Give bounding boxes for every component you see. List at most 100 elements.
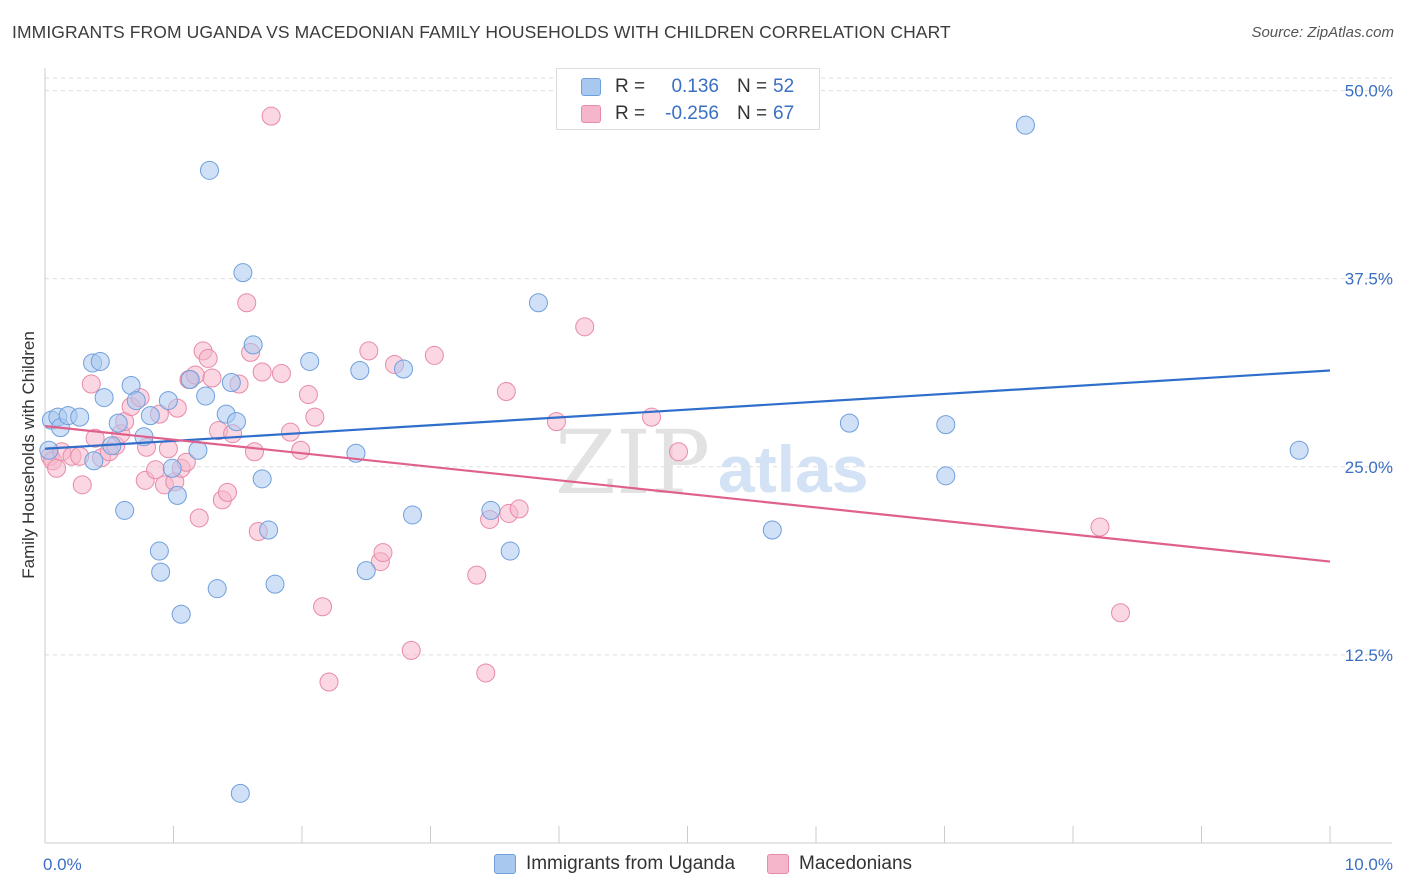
legend-r-label: R = [615, 76, 646, 97]
macedonians-point[interactable] [669, 442, 689, 462]
uganda-point[interactable] [226, 412, 246, 432]
legend-swatch-uganda [581, 78, 601, 96]
grid-lines [45, 77, 1392, 656]
uganda-point[interactable] [936, 466, 956, 486]
watermark-zip: ZIP [555, 411, 710, 514]
tick-labels: 12.5% 25.0% 37.5% 50.0% 0.0% 10.0% [43, 82, 1393, 874]
uganda-point[interactable] [936, 415, 956, 435]
macedonians-point[interactable] [271, 363, 291, 383]
correlation-legend: R = 0.136 N = 52 R = -0.256 N = 67 [556, 68, 820, 130]
trend-lines [44, 369, 1331, 563]
macedonians-point[interactable] [202, 368, 222, 388]
series-legend: Immigrants from Uganda Macedonians [0, 851, 1406, 877]
uganda-point[interactable] [140, 406, 160, 426]
macedonians-point[interactable] [198, 348, 218, 368]
macedonians-point[interactable] [47, 458, 67, 478]
macedonians-point[interactable] [319, 672, 339, 692]
uganda-trend-line [44, 369, 1331, 450]
macedonians-point[interactable] [217, 482, 237, 502]
uganda-point[interactable] [1015, 115, 1035, 135]
y-tick-label: 50.0% [1345, 82, 1393, 101]
x-tick-label: 0.0% [43, 855, 82, 874]
uganda-point[interactable] [180, 370, 200, 390]
uganda-point[interactable] [528, 293, 548, 313]
uganda-point[interactable] [167, 485, 187, 505]
uganda-point[interactable] [300, 351, 320, 371]
series-swatch-uganda [493, 854, 516, 874]
uganda-point[interactable] [243, 335, 263, 355]
macedonians-point[interactable] [237, 293, 257, 313]
x-tick-label: 10.0% [1345, 855, 1393, 874]
uganda-point[interactable] [230, 783, 250, 803]
macedonians-point[interactable] [261, 106, 281, 126]
macedonians-point[interactable] [280, 422, 300, 442]
macedonians-point[interactable] [496, 382, 516, 402]
macedonians-point[interactable] [359, 341, 379, 361]
uganda-point[interactable] [39, 440, 59, 460]
macedonians-point[interactable] [72, 475, 92, 495]
macedonians-point[interactable] [189, 508, 209, 528]
macedonians-point[interactable] [476, 663, 496, 683]
macedonians-point[interactable] [81, 374, 101, 394]
macedonians-point[interactable] [313, 597, 333, 617]
uganda-point[interactable] [90, 351, 110, 371]
uganda-point[interactable] [196, 386, 216, 406]
chart-title: IMMIGRANTS FROM UGANDA VS MACEDONIAN FAM… [12, 22, 951, 42]
uganda-point[interactable] [84, 451, 104, 471]
legend-row-uganda: R = 0.136 N = 52 [581, 74, 803, 100]
uganda-point[interactable] [394, 359, 414, 379]
uganda-point[interactable] [126, 391, 146, 411]
macedonians-point[interactable] [305, 407, 325, 427]
uganda-point[interactable] [171, 604, 191, 624]
macedonians-point[interactable] [373, 543, 393, 563]
uganda-point[interactable] [162, 458, 182, 478]
macedonians-point[interactable] [546, 412, 566, 432]
uganda-point[interactable] [207, 579, 227, 599]
uganda-point[interactable] [403, 505, 423, 525]
legend-n-value-uganda: 52 [773, 76, 795, 97]
uganda-point[interactable] [259, 520, 279, 540]
uganda-point[interactable] [158, 391, 178, 411]
legend-n-label: N = [737, 76, 768, 97]
uganda-point[interactable] [762, 520, 782, 540]
macedonians-trend-line [44, 425, 1331, 563]
legend-r-label: R = [615, 103, 646, 124]
uganda-point[interactable] [115, 500, 135, 520]
uganda-point[interactable] [265, 574, 285, 594]
uganda-point[interactable] [70, 407, 90, 427]
macedonians-point[interactable] [1111, 603, 1131, 623]
series-legend-macedonians[interactable]: Macedonians [767, 853, 912, 875]
macedonians-point[interactable] [252, 362, 272, 382]
uganda-point[interactable] [252, 469, 272, 489]
macedonians-point[interactable] [291, 440, 311, 460]
macedonians-point[interactable] [298, 385, 318, 405]
uganda-point[interactable] [839, 413, 859, 433]
uganda-point[interactable] [199, 160, 219, 180]
macedonians-point[interactable] [244, 442, 264, 462]
macedonians-point[interactable] [424, 345, 444, 365]
uganda-point[interactable] [233, 263, 253, 283]
uganda-point[interactable] [108, 413, 128, 433]
series-legend-uganda[interactable]: Immigrants from Uganda [493, 853, 735, 875]
uganda-point[interactable] [350, 360, 370, 380]
legend-r-value-macedonians: -0.256 [665, 103, 719, 124]
macedonians-point[interactable] [467, 565, 487, 585]
macedonians-point[interactable] [1090, 517, 1110, 537]
uganda-point[interactable] [221, 373, 241, 393]
uganda-point[interactable] [481, 500, 501, 520]
legend-swatch-macedonians [581, 105, 601, 123]
macedonians-point[interactable] [401, 640, 421, 660]
uganda-point[interactable] [356, 561, 376, 581]
series-label-macedonians: Macedonians [799, 853, 913, 874]
watermark: ZIP atlas [555, 411, 868, 514]
macedonians-point[interactable] [575, 317, 595, 337]
uganda-point[interactable] [94, 388, 114, 408]
macedonians-point[interactable] [85, 428, 105, 448]
uganda-point[interactable] [500, 541, 520, 561]
macedonians-point[interactable] [509, 499, 529, 519]
uganda-point[interactable] [151, 562, 171, 582]
y-tick-label: 37.5% [1345, 270, 1393, 289]
uganda-point[interactable] [149, 541, 169, 561]
uganda-point[interactable] [1289, 440, 1309, 460]
